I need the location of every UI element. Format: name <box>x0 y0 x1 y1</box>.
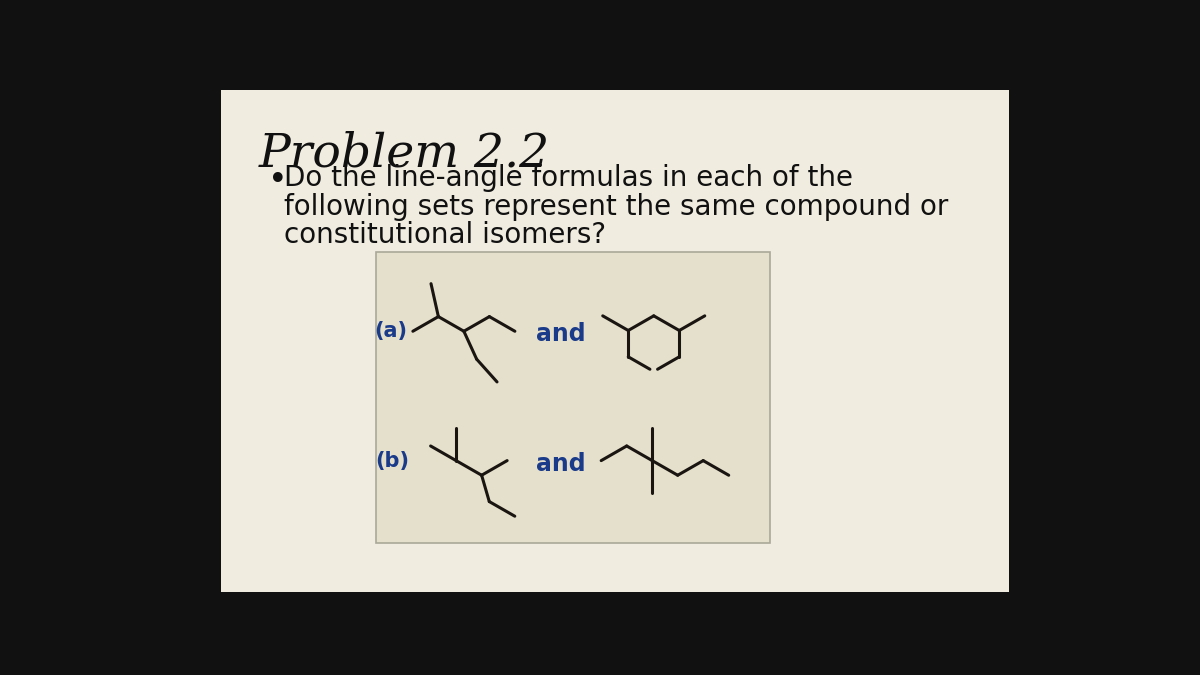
Text: (b): (b) <box>376 451 409 470</box>
Text: following sets represent the same compound or: following sets represent the same compou… <box>284 192 948 221</box>
Text: and: and <box>536 452 586 477</box>
Bar <box>377 252 770 543</box>
Text: constitutional isomers?: constitutional isomers? <box>284 221 606 249</box>
Text: •: • <box>268 164 288 197</box>
Text: Problem 2.2: Problem 2.2 <box>258 131 550 176</box>
Text: (a): (a) <box>373 321 407 342</box>
Text: Do the line-angle formulas in each of the: Do the line-angle formulas in each of th… <box>284 164 853 192</box>
Text: and: and <box>536 321 586 346</box>
Text: 14: 14 <box>1022 564 1045 581</box>
FancyBboxPatch shape <box>221 90 1009 591</box>
